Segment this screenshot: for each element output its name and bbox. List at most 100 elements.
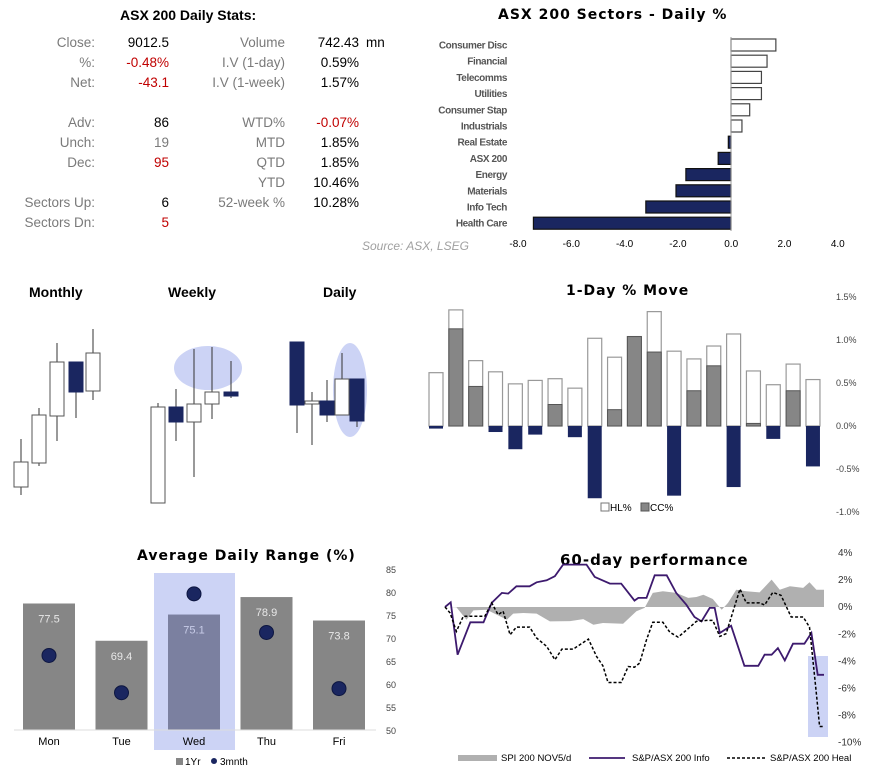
stat-unit: mn	[366, 35, 385, 50]
oneday-y-tick: 1.0%	[836, 335, 857, 345]
stat-value: 1.85%	[320, 155, 359, 170]
cc-bar	[508, 426, 523, 450]
cc-bar	[547, 404, 563, 427]
adr-bar-label: 75.1	[183, 625, 204, 637]
sector-bar	[730, 54, 768, 68]
sector-bar	[645, 200, 732, 214]
cc-bar	[726, 426, 741, 488]
stat-label: %:	[79, 55, 95, 70]
candle-up	[31, 414, 47, 464]
adr-y-tick: 65	[386, 657, 396, 667]
weekly-title: Weekly	[168, 284, 216, 300]
perf-y-tick: -8%	[838, 711, 856, 722]
adr-y-tick: 85	[386, 565, 396, 575]
sector-label: Materials	[467, 186, 508, 197]
perf-y-tick: -4%	[838, 656, 856, 667]
hl-bar	[567, 387, 583, 427]
stat-value: 1.85%	[320, 135, 359, 150]
sector-label: Industrials	[461, 122, 508, 133]
candle-up	[334, 378, 350, 416]
sector-label: ASX 200	[470, 154, 508, 165]
stat-label: Net:	[70, 75, 95, 90]
legend-label-cc: CC%	[650, 503, 673, 514]
sector-bar	[730, 103, 751, 117]
adr-title: Average Daily Range (%)	[137, 548, 356, 564]
sector-label: Utilities	[474, 89, 507, 100]
stat-label: Volume	[239, 35, 285, 50]
candle-up	[186, 403, 202, 423]
hl-bar	[805, 378, 821, 427]
legend-label-3mnth: 3mnth	[220, 757, 248, 768]
sector-label: Financial	[467, 57, 507, 68]
legend-swatch-hl	[600, 502, 610, 512]
sector-label: Consumer Disc	[439, 41, 508, 52]
cc-bar	[646, 351, 662, 427]
legend-label-info: S&P/ASX 200 Info	[632, 753, 710, 764]
adr-y-tick: 60	[386, 680, 396, 690]
stat-label: MTD	[255, 135, 285, 150]
candle-up	[85, 352, 101, 392]
stat-label: Unch:	[59, 135, 95, 150]
sector-bar	[675, 184, 732, 198]
sector-label: Telecomms	[456, 73, 508, 84]
candle-down	[68, 361, 84, 393]
adr-x-label: Tue	[112, 736, 131, 748]
stat-label: Sectors Up:	[24, 195, 95, 210]
candle-up	[304, 400, 320, 405]
perf60-title: 60-day performance	[560, 551, 749, 569]
stat-value: 10.46%	[313, 175, 359, 190]
oneday-y-tick: 1.5%	[836, 292, 857, 302]
sector-bar	[730, 86, 763, 101]
adr-bar-1yr	[240, 597, 293, 730]
stat-value: 19	[153, 135, 169, 150]
highlight-band	[808, 656, 828, 737]
adr-y-tick: 55	[386, 703, 396, 713]
perf-y-tick: -6%	[838, 684, 856, 695]
sector-bar	[730, 119, 743, 133]
monthly-title: Monthly	[29, 284, 83, 300]
hl-bar	[745, 370, 762, 427]
hl-bar	[587, 337, 603, 427]
adr-bar-1yr	[168, 614, 220, 730]
hl-bar	[527, 379, 543, 427]
stat-label: 52-week %	[218, 195, 285, 210]
stat-label: Sectors Dn:	[24, 215, 95, 230]
stat-value: 95	[153, 155, 169, 170]
candle-down	[223, 391, 239, 397]
sector-bar	[717, 151, 732, 165]
legend-swatch-3mnth	[211, 758, 217, 764]
sector-label: Health Care	[456, 219, 508, 230]
hl-bar	[765, 384, 781, 427]
spi-area	[445, 579, 824, 625]
sector-x-tick: 4.0	[831, 239, 845, 250]
stat-label: QTD	[256, 155, 286, 170]
stat-value: -0.48%	[126, 55, 169, 70]
adr-dot-3mnth	[186, 586, 202, 602]
daily-title: Daily	[323, 284, 357, 300]
sectors-source: Source: ASX, LSEG	[362, 239, 469, 253]
cc-bar	[567, 426, 582, 438]
adr-dot-3mnth	[41, 647, 57, 663]
sector-bar	[532, 216, 732, 230]
hl-bar	[725, 333, 742, 427]
sector-x-tick: -8.0	[509, 239, 527, 250]
oneday-y-tick: 0.5%	[836, 378, 857, 388]
cc-bar	[607, 409, 623, 427]
sector-bar	[685, 168, 732, 182]
stat-label: WTD%	[242, 115, 285, 130]
cc-bar	[626, 336, 642, 427]
sector-label: Energy	[475, 170, 507, 181]
adr-dot-3mnth	[114, 685, 129, 701]
stat-value: 1.57%	[320, 75, 359, 90]
stat-label: YTD	[258, 175, 285, 190]
oneday-y-tick: -1.0%	[836, 507, 860, 517]
oneday-title: 1-Day % Move	[566, 283, 690, 299]
stat-label: I.V (1-week)	[212, 75, 285, 90]
sector-label: Consumer Stap	[438, 105, 507, 116]
stat-value: 86	[153, 115, 169, 130]
hl-bar	[428, 372, 444, 427]
adr-bar-label: 69.4	[111, 651, 132, 663]
stat-value: 6	[161, 195, 169, 210]
hl-bar	[507, 383, 523, 427]
